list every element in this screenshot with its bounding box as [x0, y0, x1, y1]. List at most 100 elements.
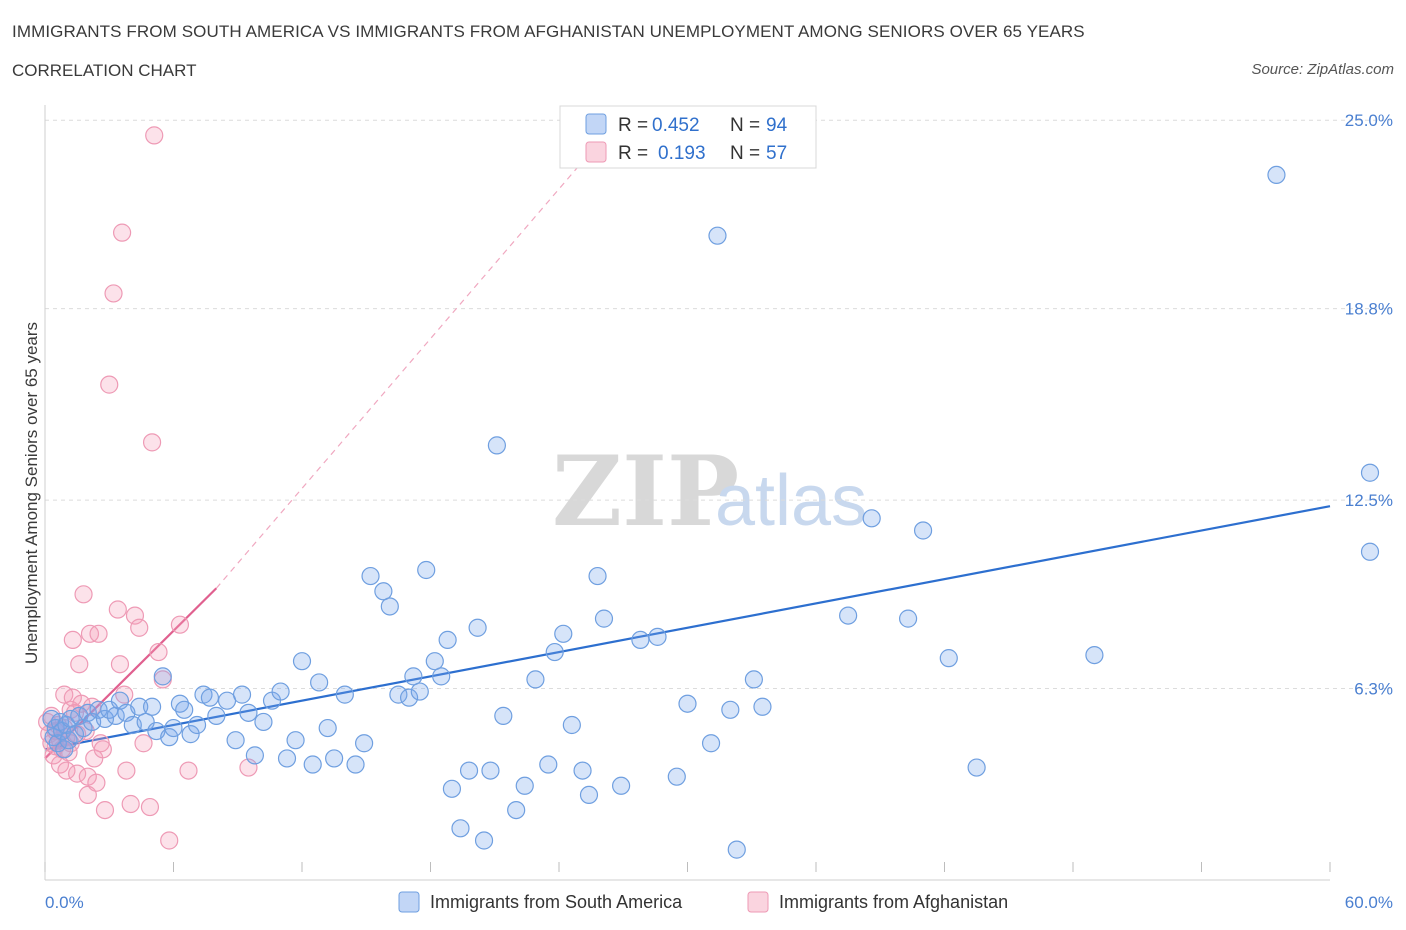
data-point-south-america: [459, 761, 479, 780]
data-point-south-america: [417, 560, 436, 580]
data-point-south-america: [207, 706, 226, 725]
data-point-south-america: [579, 785, 599, 805]
data-point-afghanistan: [57, 761, 76, 780]
data-point-south-america: [55, 740, 74, 759]
data-point-south-america: [839, 606, 858, 625]
data-point-south-america: [271, 682, 290, 701]
data-point-south-america: [753, 697, 772, 716]
data-point-afghanistan: [149, 642, 168, 662]
series-swatch-afghanistan: [747, 891, 769, 913]
data-point-afghanistan: [140, 797, 160, 817]
data-point-south-america: [862, 509, 881, 528]
data-point-south-america: [667, 767, 686, 786]
data-point-south-america: [744, 670, 763, 689]
data-point-afghanistan: [104, 284, 123, 303]
data-point-south-america: [153, 667, 172, 686]
data-point-south-america: [438, 630, 457, 650]
data-point-south-america: [292, 652, 312, 671]
legend-n-label-2: N =: [730, 143, 760, 164]
data-point-south-america: [325, 749, 344, 768]
axes: [44, 105, 1330, 881]
data-point-south-america: [245, 746, 264, 765]
data-point-south-america: [526, 670, 545, 689]
data-point-afghanistan: [95, 800, 115, 820]
data-point-south-america: [160, 728, 179, 747]
data-point-afghanistan: [100, 375, 119, 394]
data-point-afghanistan: [108, 600, 127, 619]
data-point-south-america: [588, 566, 607, 586]
data-point-afghanistan: [142, 433, 162, 452]
data-point-south-america: [727, 840, 746, 859]
data-point-south-america: [631, 630, 650, 650]
data-point-south-america: [708, 226, 727, 245]
chart-subtitle: CORRELATION CHART: [12, 61, 197, 80]
legend-r-value-2: 0.193: [658, 143, 706, 164]
watermark-atlas: atlas: [715, 461, 867, 541]
y-tick-labels: 6.3% 12.5% 18.8% 25.0%: [1345, 111, 1393, 698]
data-point-south-america: [432, 667, 451, 686]
legend-r-value-1: 0.452: [652, 115, 700, 136]
data-point-afghanistan: [130, 618, 149, 637]
data-point-south-america: [1360, 463, 1380, 482]
x-ticks: [44, 862, 1331, 872]
data-point-south-america: [164, 718, 183, 738]
data-point-afghanistan: [134, 734, 153, 753]
data-point-south-america: [410, 682, 429, 701]
data-point-south-america: [355, 734, 374, 753]
legend-n-value-2: 57: [766, 143, 787, 164]
data-point-south-america: [232, 685, 252, 704]
data-point-afghanistan: [89, 624, 108, 643]
chart-title: IMMIGRANTS FROM SOUTH AMERICA VS IMMIGRA…: [12, 22, 1085, 41]
y-tick-label: 6.3%: [1354, 680, 1393, 699]
data-point-south-america: [1267, 165, 1286, 185]
data-point-afghanistan: [145, 126, 164, 145]
data-point-south-america: [898, 609, 918, 628]
data-point-afghanistan: [170, 615, 190, 634]
data-point-south-america: [380, 597, 399, 616]
data-point-afghanistan: [112, 223, 132, 242]
afghanistan-points: [38, 126, 258, 850]
data-point-afghanistan: [93, 740, 112, 759]
data-point-south-america: [451, 819, 470, 838]
data-point-south-america: [481, 761, 500, 780]
data-point-south-america: [175, 700, 194, 719]
data-point-south-america: [361, 566, 380, 586]
data-point-south-america: [389, 685, 408, 704]
legend-n-label-1: N =: [730, 115, 760, 136]
grid-lines: [45, 119, 1390, 690]
data-point-afghanistan: [110, 655, 130, 674]
data-point-south-america: [374, 582, 393, 601]
y-axis-label: Unemployment Among Seniors over 65 years: [22, 322, 41, 664]
data-point-south-america: [648, 627, 667, 646]
data-point-afghanistan: [74, 585, 93, 604]
series-legend: Immigrants from South America Immigrants…: [398, 891, 1008, 913]
trend-line-afghanistan-extension: [215, 113, 624, 589]
data-point-south-america: [678, 694, 697, 713]
data-point-south-america: [95, 709, 115, 729]
legend-swatch-south-america: [585, 113, 607, 135]
data-point-south-america: [200, 688, 220, 707]
data-point-south-america: [335, 685, 354, 704]
legend-n-value-1: 94: [766, 115, 788, 136]
data-point-south-america: [318, 718, 337, 738]
data-point-south-america: [594, 609, 614, 628]
data-point-afghanistan: [87, 773, 106, 792]
data-point-south-america: [399, 688, 419, 707]
data-point-south-america: [254, 712, 273, 732]
data-point-afghanistan: [70, 655, 89, 674]
data-point-south-america: [562, 715, 581, 735]
data-point-south-america: [89, 700, 108, 719]
data-point-south-america: [130, 697, 149, 716]
data-point-south-america: [310, 673, 329, 692]
data-point-afghanistan: [76, 721, 95, 741]
x-tick-max: 60.0%: [1345, 893, 1393, 912]
data-point-south-america: [404, 667, 423, 686]
legend-swatch-afghanistan: [585, 141, 607, 163]
data-point-south-america: [701, 734, 721, 753]
data-point-south-america: [913, 521, 933, 540]
data-point-south-america: [487, 436, 506, 455]
y-tick-label: 12.5%: [1345, 491, 1393, 510]
data-point-south-america: [515, 776, 534, 795]
data-point-afghanistan: [160, 831, 179, 850]
stats-legend-box: [559, 105, 817, 169]
